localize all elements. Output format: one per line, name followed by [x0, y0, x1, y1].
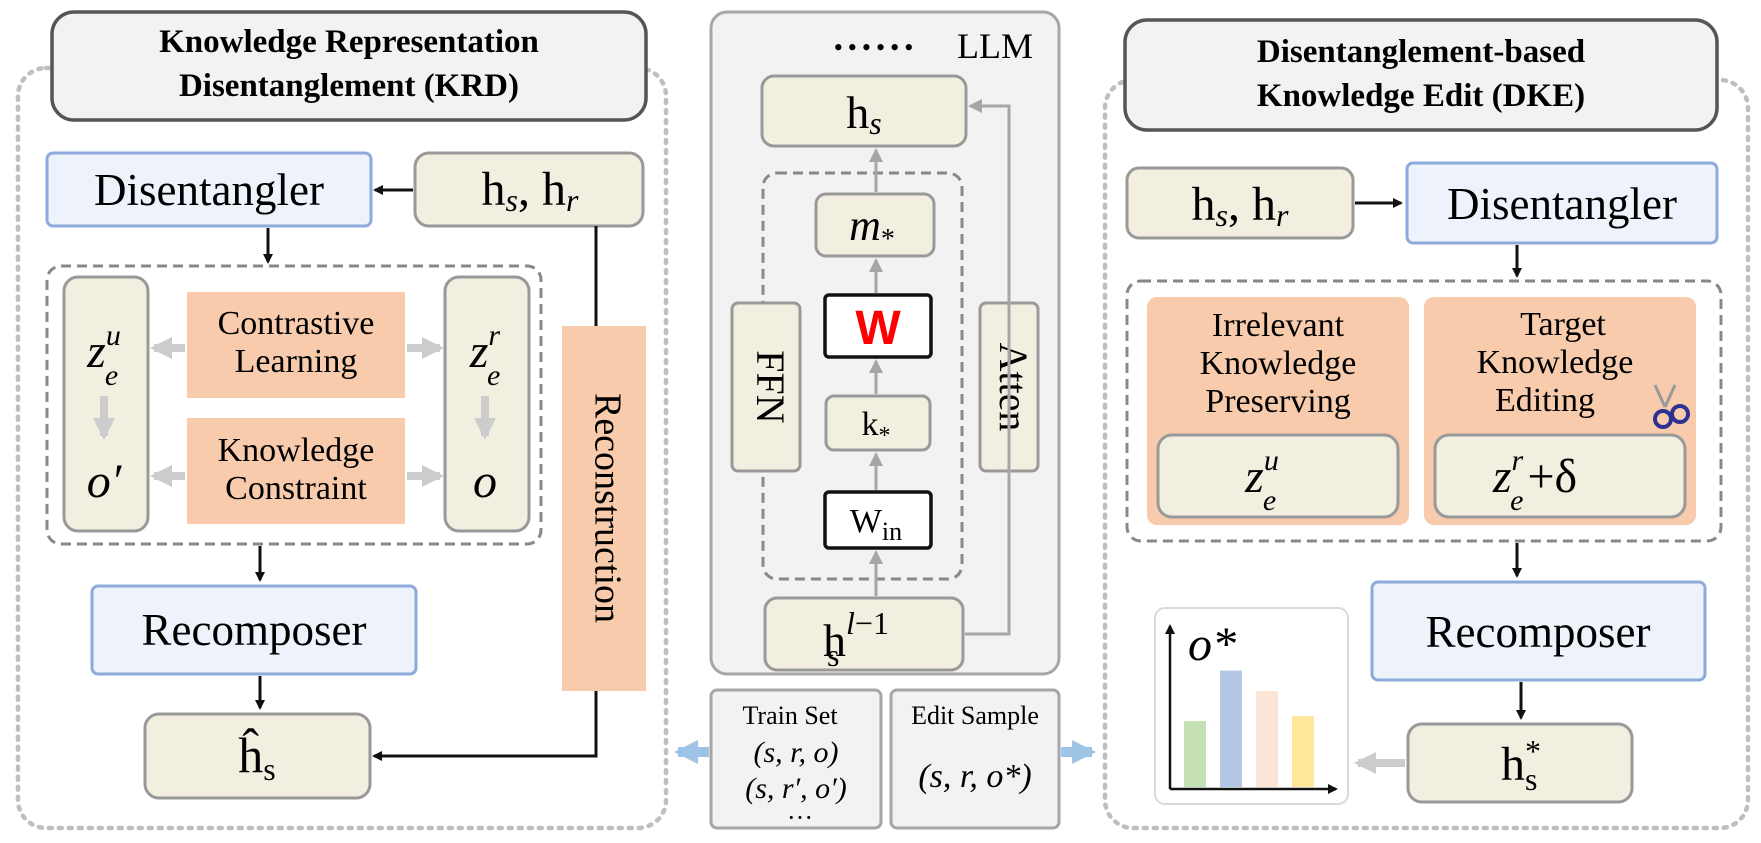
llm-kstar-box: [824, 394, 932, 452]
llm-w-box: [823, 293, 933, 359]
scissors-icon: [1653, 384, 1690, 429]
edit-sample-box: [889, 688, 1061, 830]
llm-panel: •••••• LLM hs FFN Atten m* W k* Win hl−1…: [674, 10, 1096, 832]
dke-latent-group: [1125, 279, 1723, 543]
dke-zer-box: [1433, 433, 1687, 519]
edit-sample-line1: (s, r, o*): [918, 758, 1031, 795]
krd-title-line2: Disentanglement (KRD): [179, 68, 519, 104]
edit-sample-title: Edit Sample: [911, 701, 1039, 730]
krd-constraint-line1: Knowledge: [218, 432, 375, 469]
krd-recomposer-box: [90, 584, 418, 676]
llm-ffn-label: FFN: [748, 350, 793, 423]
train-set-line2: (s, r′, o′): [745, 772, 846, 805]
dke-recomposer-label: Recomposer: [1426, 607, 1651, 657]
krd-contrastive-box: [187, 292, 405, 398]
llm-label: LLM: [957, 26, 1033, 66]
krd-contrastive-line1: Contrastive: [218, 305, 375, 342]
krd-title-box: [50, 10, 648, 122]
dke-target-line3: Editing: [1495, 382, 1595, 419]
krd-o-prime-label: o′: [87, 455, 123, 508]
train-set-box: [709, 688, 883, 830]
krd-recomposer-label: Recomposer: [142, 605, 367, 655]
dke-disentangler-label: Disentangler: [1447, 179, 1677, 229]
llm-dots: ••••••: [834, 33, 919, 62]
krd-reconstruction-box: [562, 326, 646, 691]
llm-w-label: W: [855, 302, 901, 355]
krd-panel-border: [15, 65, 669, 831]
krd-hhat-box: [143, 712, 372, 800]
krd-input-label: hs, hr: [482, 163, 579, 218]
dke-zeu-box: [1156, 433, 1400, 519]
krd-contrastive-line2: Learning: [235, 343, 358, 380]
dke-irrelevant-line3: Preserving: [1205, 383, 1350, 420]
output-chart-frame: [1154, 607, 1349, 805]
train-set-line1: (s, r, o): [753, 736, 838, 769]
llm-atten-label: Atten: [991, 343, 1036, 432]
dke-title-box: [1123, 18, 1719, 132]
dke-irrelevant-line1: Irrelevant: [1212, 307, 1345, 344]
output-chart-bar: [1256, 691, 1278, 787]
llm-hprev-box: [763, 596, 965, 672]
krd-reconstruction-label: Reconstruction: [586, 393, 628, 623]
dke-irrelevant-line2: Knowledge: [1200, 345, 1357, 382]
llm-ffn-group: [761, 171, 964, 581]
dke-panel: Disentanglement-based Knowledge Edit (DK…: [1102, 18, 1751, 831]
krd-constraint-line2: Constraint: [225, 470, 367, 507]
llm-mstar-box: [814, 192, 936, 258]
dke-hstar-box: [1406, 722, 1634, 804]
krd-o-label: o: [473, 455, 497, 508]
train-set-title: Train Set: [742, 701, 838, 730]
llm-ffn-box: [730, 301, 802, 473]
dke-target-line2: Knowledge: [1477, 344, 1634, 381]
dke-input-label: hs, hr: [1192, 178, 1289, 233]
dke-disentangler-box: [1405, 161, 1719, 245]
dke-target-line1: Target: [1520, 306, 1606, 343]
output-chart-bar: [1184, 721, 1206, 787]
dke-title-line2: Knowledge Edit (DKE): [1257, 78, 1585, 114]
llm-attention-path-arrow: [965, 99, 1011, 636]
train-set-dots: ···: [787, 803, 813, 832]
output-chart-bar: [1220, 670, 1242, 787]
krd-constraint-box: [187, 418, 405, 524]
dke-title-line1: Disentanglement-based: [1257, 34, 1585, 70]
krd-input-box: [413, 151, 645, 228]
krd-title-line1: Knowledge Representation: [159, 24, 539, 60]
krd-disentangler-box: [45, 151, 373, 228]
dke-recomposer-box: [1370, 580, 1707, 682]
krd-reconstruction-to-hhat-arrow: [372, 691, 598, 761]
llm-win-box: [823, 490, 933, 550]
llm-hs-box: [760, 74, 968, 148]
output-chart-bars: [1184, 670, 1314, 787]
krd-disentangler-label: Disentangler: [94, 165, 324, 215]
output-chart-title: o*: [1188, 618, 1236, 671]
output-chart-bar: [1292, 716, 1314, 787]
dke-hstar-label: h* s: [1501, 733, 1541, 797]
krd-panel: Knowledge Representation Disentanglement…: [15, 10, 669, 831]
dke-input-box: [1125, 166, 1355, 240]
krd-latent-group: [45, 264, 543, 546]
